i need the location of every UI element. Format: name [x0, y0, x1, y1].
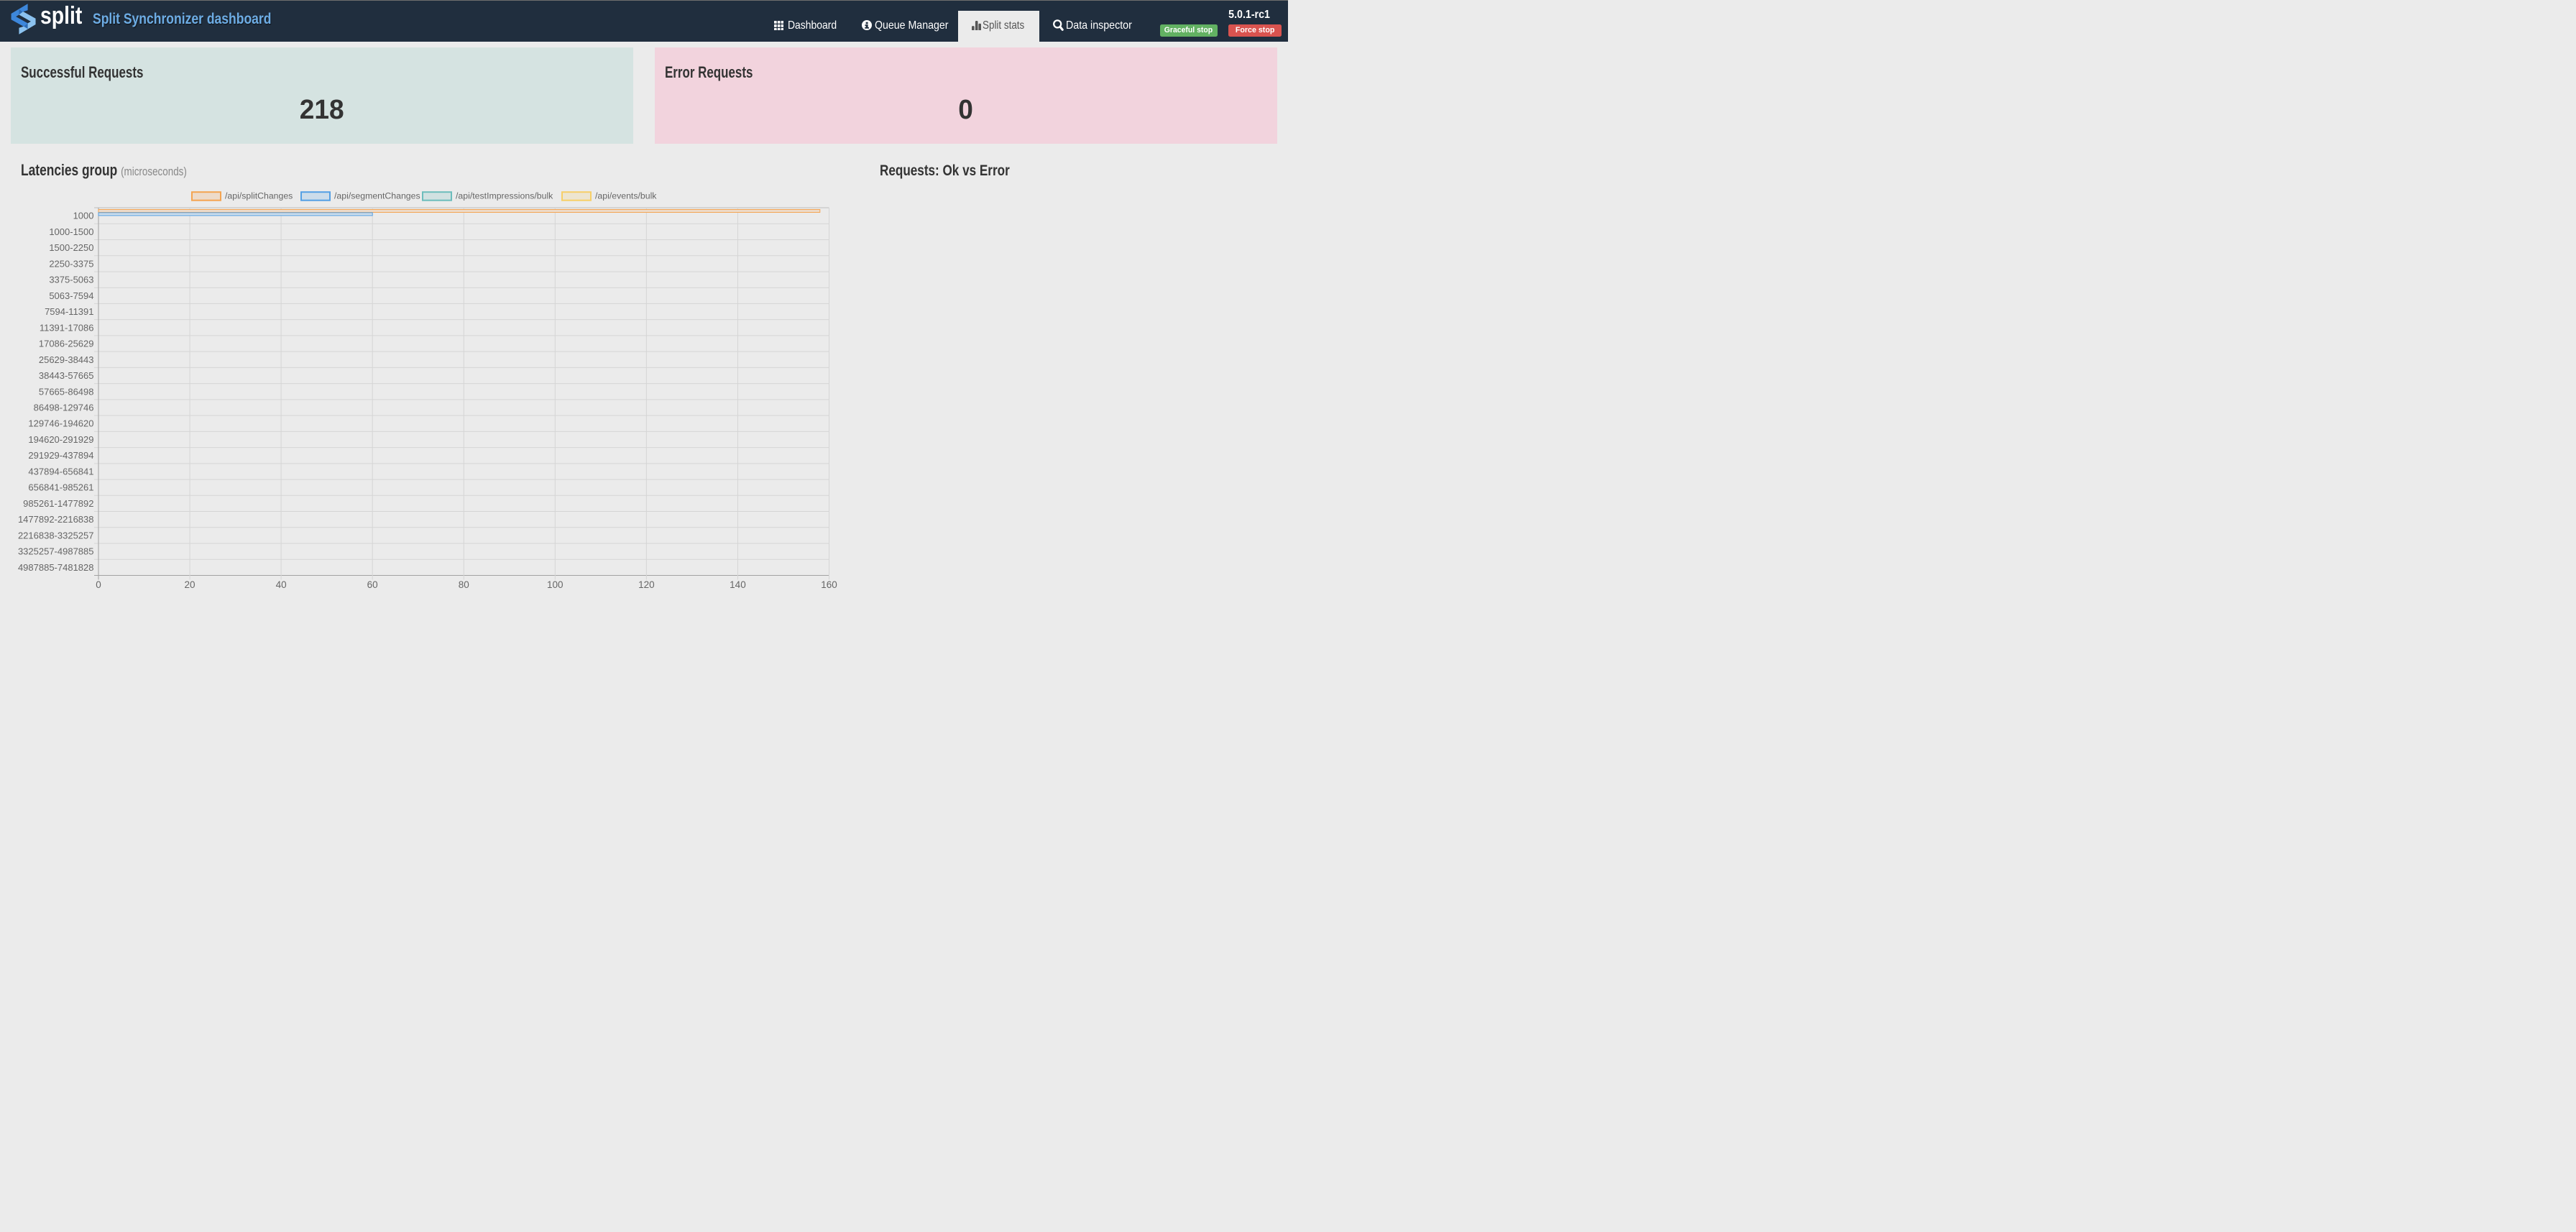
svg-text:3325257-4987885: 3325257-4987885 [18, 546, 94, 557]
svg-text:/api/splitChanges: /api/splitChanges [225, 191, 293, 201]
svg-text:437894-656841: 437894-656841 [28, 466, 93, 477]
svg-text:57665-86498: 57665-86498 [39, 386, 94, 397]
svg-text:3375-5063: 3375-5063 [49, 275, 93, 285]
svg-text:129746-194620: 129746-194620 [28, 418, 93, 429]
svg-text:5063-7594: 5063-7594 [49, 290, 93, 301]
svg-text:20: 20 [185, 579, 196, 590]
svg-text:120: 120 [638, 579, 655, 590]
svg-text:60: 60 [367, 579, 378, 590]
svg-text:1477892-2216838: 1477892-2216838 [18, 514, 94, 525]
svg-text:2216838-3325257: 2216838-3325257 [18, 530, 94, 541]
svg-text:/api/testImpressions/bulk: /api/testImpressions/bulk [456, 191, 553, 201]
svg-text:140: 140 [730, 579, 746, 590]
svg-text:86498-129746: 86498-129746 [34, 402, 94, 413]
svg-text:/api/segmentChanges: /api/segmentChanges [334, 191, 420, 201]
svg-text:160: 160 [821, 579, 837, 590]
svg-text:17086-25629: 17086-25629 [39, 339, 94, 349]
svg-text:40: 40 [276, 579, 287, 590]
svg-text:100: 100 [547, 579, 564, 590]
svg-text:656841-985261: 656841-985261 [28, 482, 93, 493]
svg-text:1000-1500: 1000-1500 [49, 226, 93, 237]
svg-text:/api/events/bulk: /api/events/bulk [595, 191, 657, 201]
svg-text:291929-437894: 291929-437894 [28, 450, 93, 461]
svg-text:194620-291929: 194620-291929 [28, 434, 93, 445]
svg-text:38443-57665: 38443-57665 [39, 370, 94, 381]
svg-text:0: 0 [96, 579, 101, 590]
svg-text:80: 80 [459, 579, 469, 590]
svg-text:4987885-7481828: 4987885-7481828 [18, 562, 94, 573]
svg-text:7594-11391: 7594-11391 [45, 306, 93, 317]
svg-text:1500-2250: 1500-2250 [49, 242, 93, 253]
svg-text:2250-3375: 2250-3375 [49, 258, 93, 269]
svg-text:11391-17086: 11391-17086 [40, 322, 94, 333]
svg-text:1000: 1000 [73, 211, 94, 221]
svg-text:985261-1477892: 985261-1477892 [23, 498, 93, 509]
svg-text:25629-38443: 25629-38443 [39, 354, 94, 365]
